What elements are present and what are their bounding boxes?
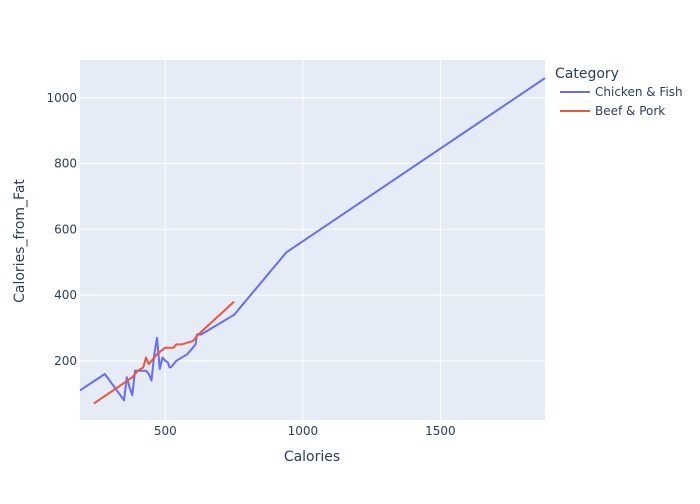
x-tick-label: 500 bbox=[154, 424, 177, 438]
series-line-0 bbox=[79, 77, 546, 402]
y-axis-ticks: 200 400 600 800 1000 bbox=[46, 91, 77, 368]
series-lines bbox=[79, 77, 546, 405]
x-tick-label: 1500 bbox=[425, 424, 456, 438]
y-tick-label: 1000 bbox=[46, 91, 77, 105]
y-tick-label: 200 bbox=[54, 354, 77, 368]
legend-label-0: Chicken & Fish bbox=[595, 85, 683, 99]
legend: Category Chicken & Fish Beef & Pork bbox=[555, 66, 683, 118]
plot-background bbox=[80, 60, 545, 420]
gridlines bbox=[80, 60, 545, 420]
x-axis-title: Calories bbox=[284, 449, 340, 465]
y-tick-label: 400 bbox=[54, 288, 77, 302]
x-tick-label: 1000 bbox=[288, 424, 319, 438]
y-tick-label: 800 bbox=[54, 157, 77, 171]
legend-title: Category bbox=[555, 66, 619, 82]
legend-label-1: Beef & Pork bbox=[595, 104, 665, 118]
y-tick-label: 600 bbox=[54, 222, 77, 236]
y-axis-title: Calories_from_Fat bbox=[12, 179, 28, 303]
x-axis-ticks: 500 1000 1500 bbox=[154, 424, 456, 438]
series-line-1 bbox=[93, 300, 235, 405]
